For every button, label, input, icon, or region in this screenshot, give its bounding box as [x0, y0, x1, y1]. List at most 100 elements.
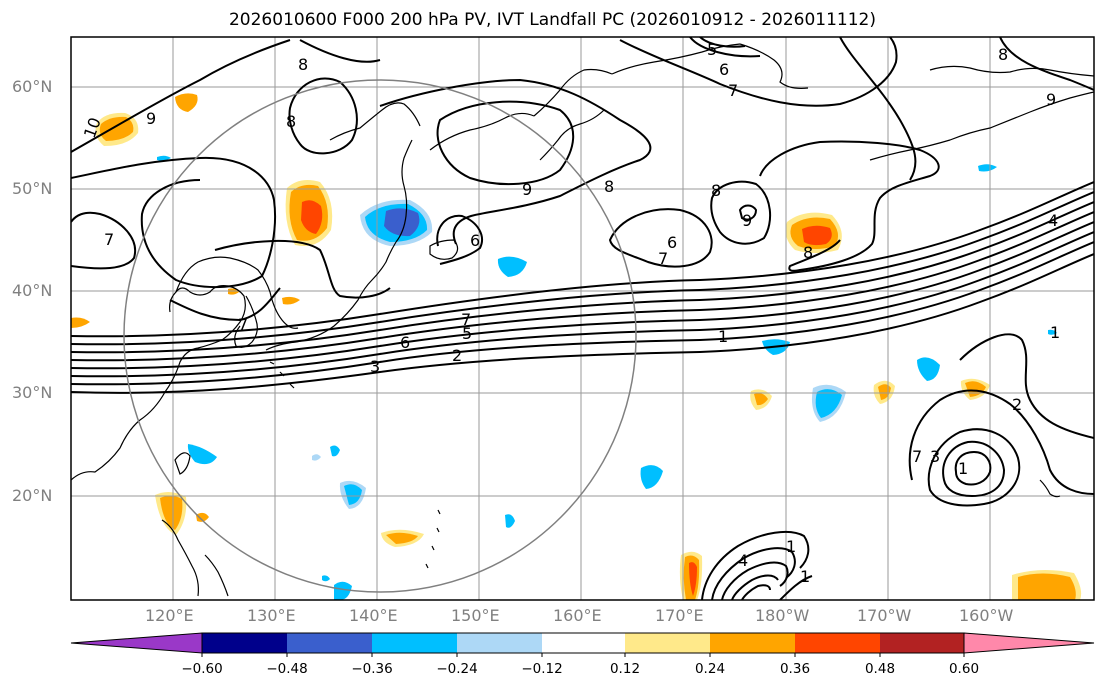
contour-label: 7 [912, 447, 922, 466]
colorbar-tick-label: −0.24 [436, 661, 478, 677]
contour-label: 9 [522, 180, 532, 199]
colorbar-tick-label: 0.36 [779, 661, 811, 677]
lon-label-170w: 170°W [857, 606, 912, 625]
colorbar-tick-label: −0.12 [521, 661, 563, 677]
colorbar-bin [372, 633, 457, 653]
colorbar-bin [202, 633, 287, 653]
pv-positive-anomaly [99, 116, 134, 141]
contour-label: 2 [1012, 395, 1022, 414]
colorbar-frame [201, 632, 965, 654]
colorbar-bin [880, 633, 964, 653]
pv-negative-anomaly [312, 454, 321, 461]
pv-positive-anomaly [282, 296, 300, 305]
lat-label-60n: 60°N [12, 77, 53, 96]
map-frame [70, 36, 1095, 601]
contour-label: 2 [452, 346, 462, 365]
contour-label: 9 [1046, 90, 1056, 109]
lat-label-30n: 30°N [12, 383, 53, 402]
map-title: 2026010600 F000 200 hPa PV, IVT Landfall… [228, 10, 876, 30]
colorbar-tick-label: −0.48 [266, 661, 308, 677]
pv-negative-anomaly [1048, 329, 1057, 335]
contour-label: 7 [238, 315, 248, 334]
colorbar-tick-label: 0.24 [694, 661, 726, 677]
pv-positive-anomaly [228, 288, 239, 295]
contour-label: 5 [462, 324, 472, 343]
pv-positive-anomaly [71, 317, 90, 328]
pv-positive-anomaly [754, 393, 768, 406]
contour-label: 7 [461, 310, 471, 329]
contour-label: 8 [604, 177, 614, 196]
lat-label-40n: 40°N [12, 281, 53, 300]
contour-label: 1 [958, 459, 968, 478]
contour-label: 8 [286, 112, 296, 131]
contour-label: 1 [800, 567, 810, 586]
contour-label: 4 [738, 551, 748, 570]
pv-negative-anomaly [815, 389, 842, 418]
contour-label: 6 [400, 333, 410, 352]
lon-label-170e: 170°E [655, 606, 704, 625]
contour-label: 7 [728, 81, 738, 100]
colorbar-tick-label: −0.60 [181, 661, 223, 677]
pv-negative-anomaly [384, 208, 420, 237]
contour-label: 8 [998, 45, 1008, 64]
colorbar-bin [457, 633, 542, 653]
landfall-radius-circle [123, 79, 637, 593]
contour-labels: 10 9 8 5 6 7 8 9 7 8 6 9 8 8 6 7 9 8 4 7… [80, 40, 1060, 586]
colorbar-under-extension [70, 632, 203, 654]
ivt-contours [71, 37, 1094, 600]
contour-label: 8 [803, 243, 813, 262]
pv-positive-anomaly [301, 200, 323, 234]
colorbar-tick-label: 0.48 [864, 661, 896, 677]
pv-positive-anomaly [689, 562, 697, 596]
colorbar-over-extension [963, 632, 1095, 654]
colorbar [70, 632, 1095, 657]
contour-label: 1 [1050, 323, 1060, 342]
lat-label-20n: 20°N [12, 486, 53, 505]
colorbar-bin [542, 633, 625, 653]
contour-label: 8 [298, 55, 308, 74]
pv-negative-anomaly [187, 444, 217, 465]
pv-negative-anomaly [330, 445, 340, 457]
lon-label-160e: 160°E [553, 606, 602, 625]
contour-label: 1 [786, 537, 796, 556]
map-graticule [71, 37, 1094, 600]
pv-negative-anomaly [334, 581, 352, 600]
colorbar-bin [795, 633, 880, 653]
lon-label-180w: 180°W [755, 606, 810, 625]
pv-negative-anomaly [505, 514, 515, 528]
pv-positive-anomaly [1018, 573, 1076, 600]
pv-positive-anomaly [386, 532, 418, 544]
colorbar-bin [287, 633, 372, 653]
pv-positive-anomaly [196, 512, 209, 522]
contour-label: 6 [470, 231, 480, 250]
contour-label: 6 [667, 233, 677, 252]
colorbar-tick-label: −0.36 [351, 661, 393, 677]
colorbar-tick-label: 0.12 [609, 661, 641, 677]
colorbar-bin [710, 633, 795, 653]
contour-label: 4 [1048, 211, 1058, 230]
pv-negative-anomaly [640, 465, 663, 489]
pv-negative-anomaly [344, 484, 362, 505]
pv-shading [71, 93, 1082, 600]
contour-label: 5 [707, 40, 717, 59]
pv-negative-anomaly [322, 575, 330, 582]
lon-label-130e: 130°E [247, 606, 296, 625]
pv-negative-anomaly [917, 357, 940, 381]
contour-label: 9 [146, 109, 156, 128]
lon-label-140e: 140°E [349, 606, 398, 625]
contour-label: 6 [719, 60, 729, 79]
pv-negative-anomaly [157, 155, 171, 161]
lat-label-50n: 50°N [12, 179, 53, 198]
contour-label: 7 [658, 249, 668, 268]
contour-label: 8 [711, 181, 721, 200]
lon-label-150e: 150°E [451, 606, 500, 625]
lon-label-120e: 120°E [145, 606, 194, 625]
pv-positive-anomaly [802, 225, 832, 246]
contour-label: 3 [370, 357, 380, 376]
pv-negative-anomaly [978, 164, 997, 172]
pv-positive-anomaly [175, 93, 198, 112]
colorbar-bin [625, 633, 710, 653]
colorbar-tick-label: 0.60 [948, 661, 980, 677]
map-plot-area: 10 9 8 5 6 7 8 9 7 8 6 9 8 8 6 7 9 8 4 7… [71, 37, 1094, 600]
